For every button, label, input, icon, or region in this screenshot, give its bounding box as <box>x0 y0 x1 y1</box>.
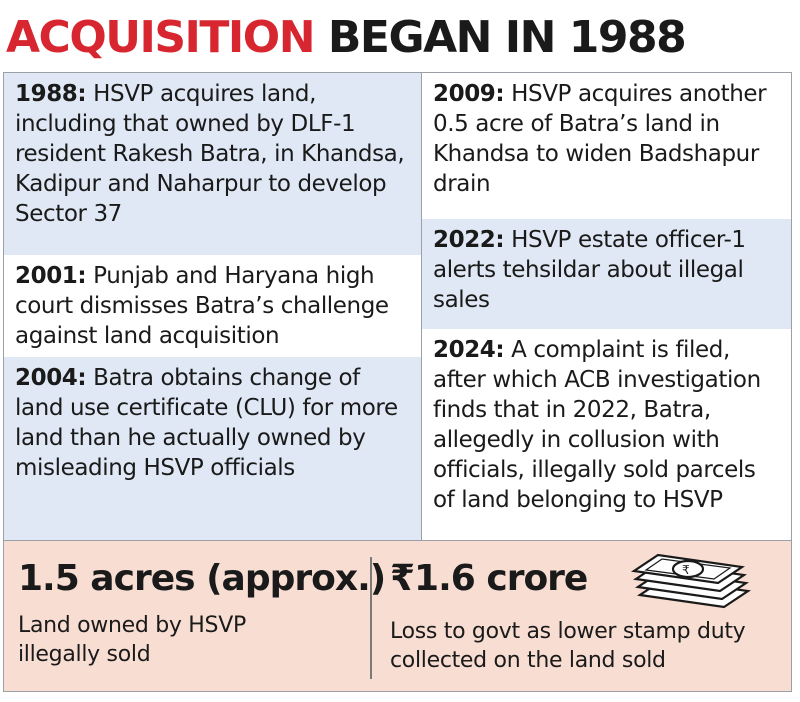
entry-year: 2022: <box>433 227 505 253</box>
stat-loss-label: Loss to govt as lower stamp duty collect… <box>390 619 746 673</box>
stat-land-label: Land owned by HSVP illegally sold <box>18 613 246 667</box>
entry-year: 2004: <box>15 365 87 391</box>
svg-text:₹: ₹ <box>682 563 690 577</box>
timeline-entry: 2009: HSVP acquires another 0.5 acre of … <box>422 73 791 219</box>
entry-text: Batra obtains change of land use certifi… <box>15 365 398 481</box>
timeline-column-right: 2009: HSVP acquires another 0.5 acre of … <box>422 73 791 541</box>
stat-land-value: 1.5 acres (approx.) <box>18 558 386 599</box>
stats-panel: 1.5 acres (approx.) Land owned by HSVP i… <box>3 540 792 692</box>
stat-loss-value: ₹1.6 crore <box>390 558 588 599</box>
entry-text: A complaint is filed, after which ACB in… <box>433 337 761 513</box>
headline: ACQUISITION BEGAN IN 1988 <box>6 12 687 64</box>
entry-text: Punjab and Haryana high court dismisses … <box>15 263 389 349</box>
timeline-grid: 1988: HSVP acquires land, including that… <box>3 72 792 541</box>
timeline-entry: 2024: A complaint is filed, after which … <box>422 329 791 541</box>
timeline-entry: 2004: Batra obtains change of land use c… <box>4 357 421 541</box>
banknote-stack-icon: ₹ <box>630 553 752 609</box>
entry-text: HSVP acquires land, including that owned… <box>15 81 405 227</box>
stats-divider <box>370 557 372 679</box>
entry-year: 2024: <box>433 337 505 363</box>
headline-red: ACQUISITION <box>6 12 316 63</box>
entry-year: 2009: <box>433 81 505 107</box>
entry-year: 1988: <box>15 81 87 107</box>
timeline-column-left: 1988: HSVP acquires land, including that… <box>4 73 422 541</box>
headline-dark: BEGAN IN 1988 <box>327 12 687 63</box>
entry-text: HSVP acquires another 0.5 acre of Batra’… <box>433 81 767 197</box>
timeline-entry: 2001: Punjab and Haryana high court dism… <box>4 255 421 357</box>
timeline-entry: 2022: HSVP estate officer-1 alerts tehsi… <box>422 219 791 329</box>
entry-text: HSVP estate officer-1 alerts tehsildar a… <box>433 227 746 313</box>
entry-year: 2001: <box>15 263 87 289</box>
timeline-entry: 1988: HSVP acquires land, including that… <box>4 73 421 255</box>
